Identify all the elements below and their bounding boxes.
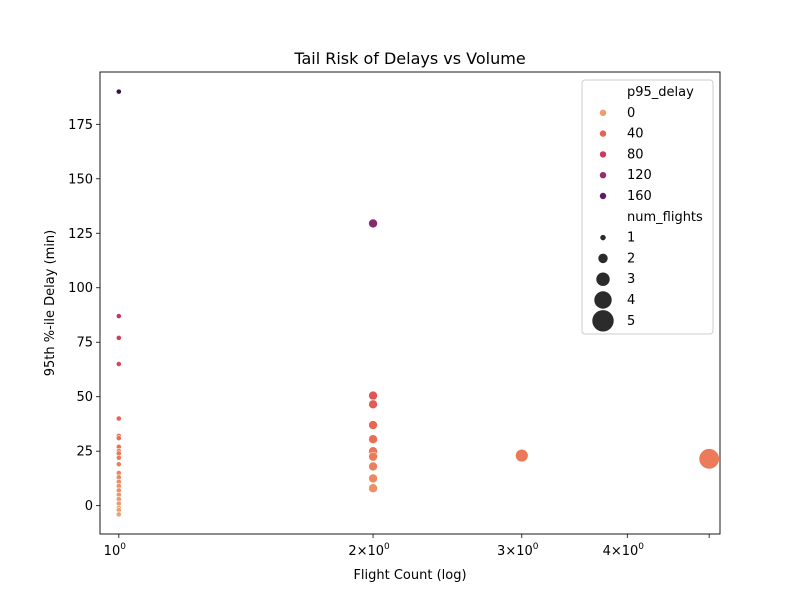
x-tick-label: 4×100 [603,542,645,559]
legend-frame [581,79,714,335]
legend-hue-marker [599,192,607,200]
data-point [368,390,378,401]
y-tick-label: 125 [68,227,93,242]
y-axis-title: 95th %-ile Delay (min) [43,230,58,376]
legend-hue-title: p95_delay [627,85,694,100]
data-point [368,461,378,472]
legend-size-label: 3 [627,272,635,287]
legend-size-label: 5 [627,314,635,329]
legend-size-marker [598,253,608,264]
y-tick-label: 100 [68,281,93,296]
data-point [515,448,529,463]
x-axis-title: Flight Count (log) [353,568,466,583]
data-point [115,435,122,442]
legend-size-label: 2 [627,251,635,266]
data-point [368,451,378,462]
plot-area [115,88,720,518]
legend-hue-label: 80 [627,147,644,162]
data-point [115,334,122,341]
legend-size-label: 4 [627,293,635,308]
data-point [115,88,122,95]
data-point [368,399,378,410]
data-point [368,218,378,229]
data-point [115,454,122,461]
y-tick-label: 175 [68,118,93,133]
data-point [115,313,122,319]
legend-size-marker [594,291,612,309]
legend-size-title: num_flights [627,210,703,225]
data-point [115,511,122,518]
legend-hue-label: 0 [627,106,635,121]
chart-title: Tail Risk of Delays vs Volume [293,49,525,68]
legend-size-marker [600,234,606,241]
legend-size-label: 1 [627,231,635,246]
legend-hue-marker [599,151,607,158]
legend-size-marker [592,310,614,332]
legend-hue-label: 40 [627,127,644,142]
legend-hue-label: 120 [627,168,652,183]
legend-hue-marker [599,130,607,137]
y-axis: 0 25 50 75 100 125 150 175 [68,118,100,514]
data-point [368,434,378,445]
data-point [115,361,122,367]
legend-hue-marker [599,109,607,117]
data-point [368,483,378,494]
x-axis: 100 2×100 3×100 4×100 [104,534,710,559]
data-point [115,415,122,422]
legend: p95_delay 0 40 80 120 160 num_flights 1 2 3 4 5 [581,79,714,335]
y-tick-label: 25 [76,445,93,460]
legend-size-marker [596,272,610,286]
data-point [698,448,720,470]
legend-hue-marker [599,172,607,179]
x-tick-label: 2×100 [348,542,390,559]
y-tick-label: 75 [76,336,93,351]
y-tick-label: 150 [68,172,93,187]
data-point [368,420,378,430]
x-tick-label: 3×100 [497,542,539,559]
data-point [368,473,378,484]
plot-frame [99,71,721,535]
legend-hue-label: 160 [627,189,652,204]
x-tick-label: 100 [104,542,127,559]
y-tick-label: 0 [85,499,93,514]
y-tick-label: 50 [76,390,93,405]
data-point [115,461,122,468]
